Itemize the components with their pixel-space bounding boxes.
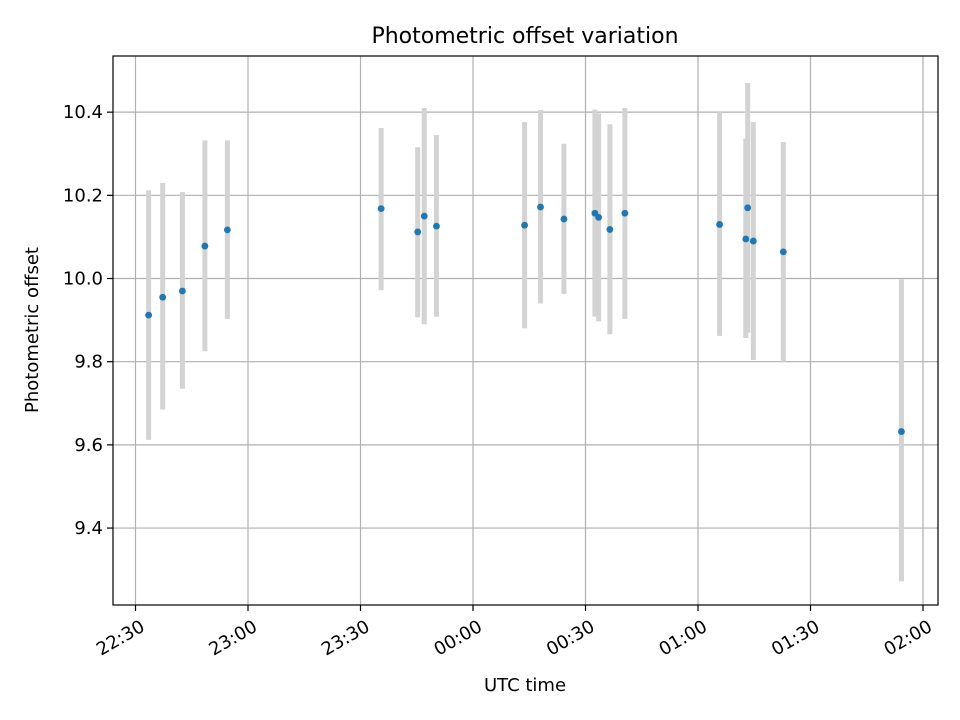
chart-title: Photometric offset variation [371,24,678,49]
data-point [420,212,428,220]
data-point [560,215,568,223]
data-point [201,242,209,250]
y-tick-label: 9.8 [74,352,103,373]
data-point [595,213,603,221]
data-point [779,248,787,256]
x-axis-label: UTC time [484,675,566,696]
y-tick-label: 9.6 [74,435,103,456]
y-tick-label: 10.0 [63,269,103,290]
data-point [744,204,752,212]
data-point [433,222,440,230]
y-tick-label: 10.2 [63,185,103,206]
data-point [716,221,723,228]
data-point [145,311,153,319]
y-tick-label: 9.4 [74,518,103,539]
data-point [606,226,614,233]
data-point [159,293,167,301]
y-axis-label: Photometric offset [22,247,43,413]
data-point [537,203,544,211]
data-point [742,235,750,243]
data-point [749,237,757,245]
data-point [178,287,186,295]
data-point [621,209,629,217]
axes-frame [112,55,939,606]
y-tick-label: 10.4 [63,102,103,123]
data-point [521,221,528,229]
data-point [223,226,231,234]
point-layer [145,203,905,435]
data-point [377,205,385,213]
data-point [414,228,422,236]
data-point [898,428,905,435]
